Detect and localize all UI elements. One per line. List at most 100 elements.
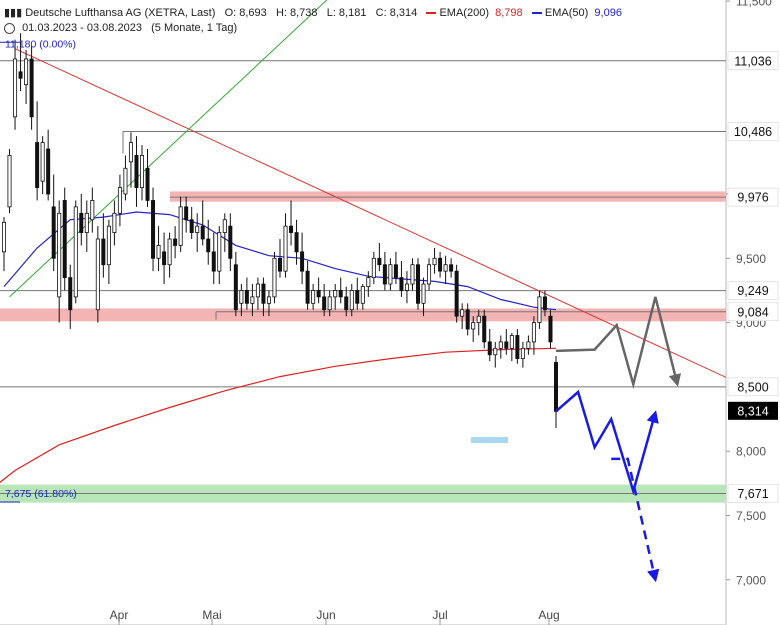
level-labels: 11,180 (0.00%) 7,675 (61.80%) 11,036 10,486… — [0, 38, 779, 503]
candle-body — [57, 212, 62, 298]
candle-body — [515, 335, 520, 360]
candle-body — [117, 187, 122, 214]
candle-body — [294, 232, 299, 253]
y-tick-label: 8,000 — [736, 445, 766, 459]
candle-body — [289, 225, 294, 233]
y-tick-label: 7,000 — [736, 573, 766, 587]
candle-body — [382, 264, 387, 285]
level-price-box — [727, 377, 779, 397]
level-price-box — [727, 187, 779, 207]
candle-body — [206, 238, 211, 253]
candle-body — [40, 142, 45, 182]
ema50-legend-value: 9,096 — [594, 7, 622, 19]
level-price-box — [727, 302, 779, 322]
level-price-label: 10,486 — [734, 125, 772, 139]
level-price-box — [727, 122, 779, 141]
candle-body — [123, 167, 128, 195]
y-tick-label: 9,500 — [736, 252, 766, 266]
open-value: O: 8,693 — [224, 7, 267, 19]
candle-body — [487, 341, 492, 356]
scenario-blue-dashed-path — [611, 457, 660, 583]
level-price-box — [727, 484, 779, 503]
candle-body — [548, 315, 553, 343]
candle-body — [531, 322, 536, 343]
candle-body — [145, 167, 150, 201]
candle-body — [509, 335, 514, 349]
candle-body — [156, 245, 161, 259]
candles-layer — [2, 33, 559, 429]
candle-body — [106, 225, 111, 266]
candle-body — [95, 238, 100, 311]
candle-body — [476, 315, 481, 324]
candle-body — [322, 296, 327, 311]
candle-body — [471, 322, 476, 330]
candle-body — [250, 296, 255, 304]
candle-body — [443, 264, 448, 272]
candle-body — [18, 71, 23, 79]
level-price-label: 11,036 — [734, 54, 771, 68]
ema50-legend-label: EMA(50) — [544, 7, 589, 19]
level-price-label: 8,500 — [737, 380, 768, 394]
candle-body — [305, 270, 310, 304]
candle-body — [311, 290, 316, 304]
candle-body — [371, 257, 376, 278]
downtrend-line — [14, 48, 726, 378]
x-axis: Apr Mai Jun Jul Aug — [110, 608, 560, 625]
candle-body — [128, 142, 133, 163]
candle-body — [24, 58, 29, 86]
candle-body — [498, 341, 503, 349]
small-bar-marker — [471, 437, 508, 444]
candle-body — [333, 290, 338, 298]
candle-body — [167, 238, 172, 266]
candle-body — [266, 296, 271, 304]
current-price-box — [728, 401, 778, 420]
candle-body — [432, 257, 437, 266]
candle-body — [537, 296, 542, 324]
candle-body — [316, 290, 321, 298]
candle-body — [233, 264, 238, 311]
candle-body — [178, 206, 183, 246]
candle-body — [79, 212, 84, 233]
candle-body — [244, 290, 249, 304]
candle-body — [421, 283, 426, 304]
level-price-label: 7,671 — [737, 487, 768, 501]
level-price-label: 9,084 — [737, 305, 768, 319]
candle-body — [189, 219, 194, 233]
chart-title: Deutsche Lufthansa AG (XETRA, Last) — [25, 7, 216, 19]
candle-body — [151, 200, 156, 259]
candle-body — [261, 283, 266, 304]
candle-body — [35, 142, 40, 188]
candle-body — [493, 347, 498, 356]
candle-body — [195, 225, 200, 233]
candle-body — [62, 200, 67, 278]
candle-body — [184, 206, 189, 221]
level-price-label: 9,249 — [737, 284, 768, 298]
candle-body — [554, 362, 559, 412]
resistance-zone-upper — [170, 191, 726, 202]
level-price-box — [727, 51, 779, 71]
candle-body — [46, 148, 51, 195]
candle-body — [404, 283, 409, 291]
x-tick-label: Aug — [538, 608, 559, 622]
chart-header-line2: 01.03.2023 - 03.08.2023 (5 Monate, 1 Tag… — [4, 22, 237, 34]
candle-body — [139, 155, 144, 188]
candle-body — [542, 296, 547, 311]
candle-body — [327, 296, 332, 311]
x-tick-label: Apr — [110, 608, 129, 622]
clock-icon — [4, 22, 15, 34]
candle-body — [2, 221, 7, 253]
ema200-line — [0, 347, 557, 484]
ema50-legend-swatch — [531, 12, 542, 15]
high-value: H: 8,738 — [275, 7, 318, 19]
candles-icon: ▮▮▮ — [4, 7, 23, 19]
x-tick-label: Jul — [432, 608, 447, 622]
candle-body — [222, 219, 227, 233]
candle-body — [112, 212, 117, 233]
candle-body — [101, 238, 106, 266]
ema200-legend-value: 8,798 — [495, 7, 523, 19]
date-range: 01.03.2023 - 03.08.2023 — [22, 22, 142, 34]
candle-body — [377, 257, 382, 266]
candle-body — [162, 251, 167, 266]
current-price-label: 8,314 — [737, 404, 768, 418]
